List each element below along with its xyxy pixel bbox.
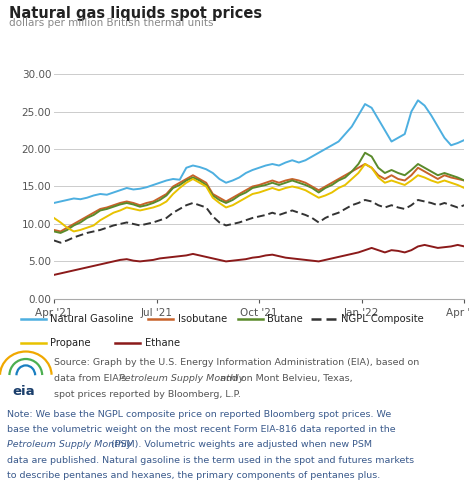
Text: Propane: Propane [50, 338, 91, 348]
Text: Petroleum Supply Monthly: Petroleum Supply Monthly [7, 441, 132, 450]
Text: Petroleum Supply Monthly: Petroleum Supply Monthly [119, 374, 244, 383]
Text: (PSM). Volumetric weights are adjusted when new PSM: (PSM). Volumetric weights are adjusted w… [108, 441, 372, 450]
Text: Natural gas liquids spot prices: Natural gas liquids spot prices [9, 6, 263, 21]
Text: Isobutane: Isobutane [178, 314, 227, 325]
Text: spot prices reported by Bloomberg, L.P.: spot prices reported by Bloomberg, L.P. [54, 390, 241, 400]
Text: dollars per million British thermal units: dollars per million British thermal unit… [9, 18, 214, 28]
Text: Ethane: Ethane [145, 338, 180, 348]
Text: Source: Graph by the U.S. Energy Information Administration (EIA), based on: Source: Graph by the U.S. Energy Informa… [54, 359, 419, 368]
Text: base the volumetric weight on the most recent Form EIA-816 data reported in the: base the volumetric weight on the most r… [7, 425, 396, 434]
Text: eia: eia [13, 385, 35, 398]
Text: and on Mont Belvieu, Texas,: and on Mont Belvieu, Texas, [217, 374, 353, 383]
Text: Butane: Butane [267, 314, 303, 325]
Text: NGPL Composite: NGPL Composite [340, 314, 424, 325]
Text: data from EIA's: data from EIA's [54, 374, 129, 383]
Text: Note: We base the NGPL composite price on reported Bloomberg spot prices. We: Note: We base the NGPL composite price o… [7, 410, 391, 419]
Text: Natural Gasoline: Natural Gasoline [50, 314, 134, 325]
Text: to describe pentanes and hexanes, the primary components of pentanes plus.: to describe pentanes and hexanes, the pr… [7, 471, 380, 480]
Text: data are published. Natural gasoline is the term used in the spot and futures ma: data are published. Natural gasoline is … [7, 455, 414, 464]
